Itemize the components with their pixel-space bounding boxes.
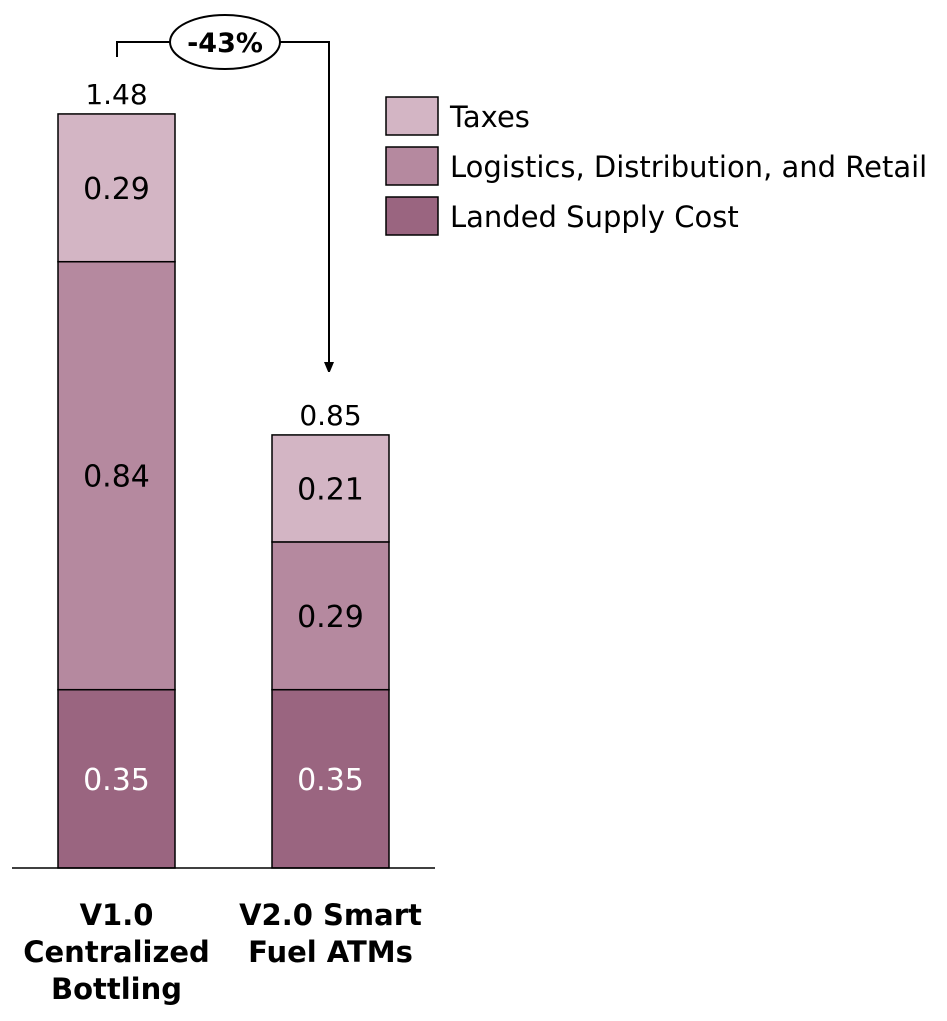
segment-value-label: 0.29	[297, 600, 364, 635]
total-value-label: 0.85	[299, 399, 361, 432]
bar-segment	[57, 260, 176, 691]
totals-group: 1.48 0.85	[85, 78, 361, 432]
category-labels-group: V1.0 Centralized Bottling V2.0 Smart Fuel AT…	[23, 898, 422, 1006]
category-label-line: Centralized	[23, 935, 210, 969]
legend-swatch	[385, 146, 439, 186]
bar-segment	[271, 688, 390, 869]
legend-swatch	[385, 96, 439, 136]
bar-segment	[271, 434, 390, 543]
bar-segment	[271, 541, 390, 691]
legend-swatch	[385, 196, 439, 236]
legend-label: Logistics, Distribution, and Retail	[450, 150, 927, 184]
bar-segment	[57, 688, 176, 869]
category-label-line: V2.0 Smart	[239, 898, 422, 932]
segment-value-label: 0.35	[297, 763, 364, 798]
category-label-line: Bottling	[51, 972, 182, 1006]
legend-label: Landed Supply Cost	[450, 200, 739, 234]
change-callout: -43%	[116, 14, 329, 368]
legend: Taxes Logistics, Distribution, and Retail…	[385, 96, 927, 236]
callout-ellipse	[169, 14, 281, 70]
segment-value-label: 0.84	[83, 460, 150, 495]
category-label-line: V1.0	[80, 898, 154, 932]
legend-label: Taxes	[449, 100, 530, 134]
callout-text: -43%	[187, 28, 263, 59]
segment-value-label: 0.35	[83, 763, 150, 798]
category-label: V1.0 Centralized Bottling	[23, 898, 210, 1006]
segment-value-label: 0.21	[297, 472, 364, 507]
category-label-line: Fuel ATMs	[248, 935, 413, 969]
bar-segment	[57, 113, 176, 263]
total-value-label: 1.48	[85, 78, 147, 111]
category-label: V2.0 Smart Fuel ATMs	[239, 898, 422, 969]
segment-value-label: 0.29	[83, 172, 150, 207]
callout-connector	[116, 41, 170, 57]
callout-arrow	[280, 41, 329, 368]
bars-group: 0.35 0.84 0.29 0.35 0.29 0.21	[57, 113, 390, 869]
